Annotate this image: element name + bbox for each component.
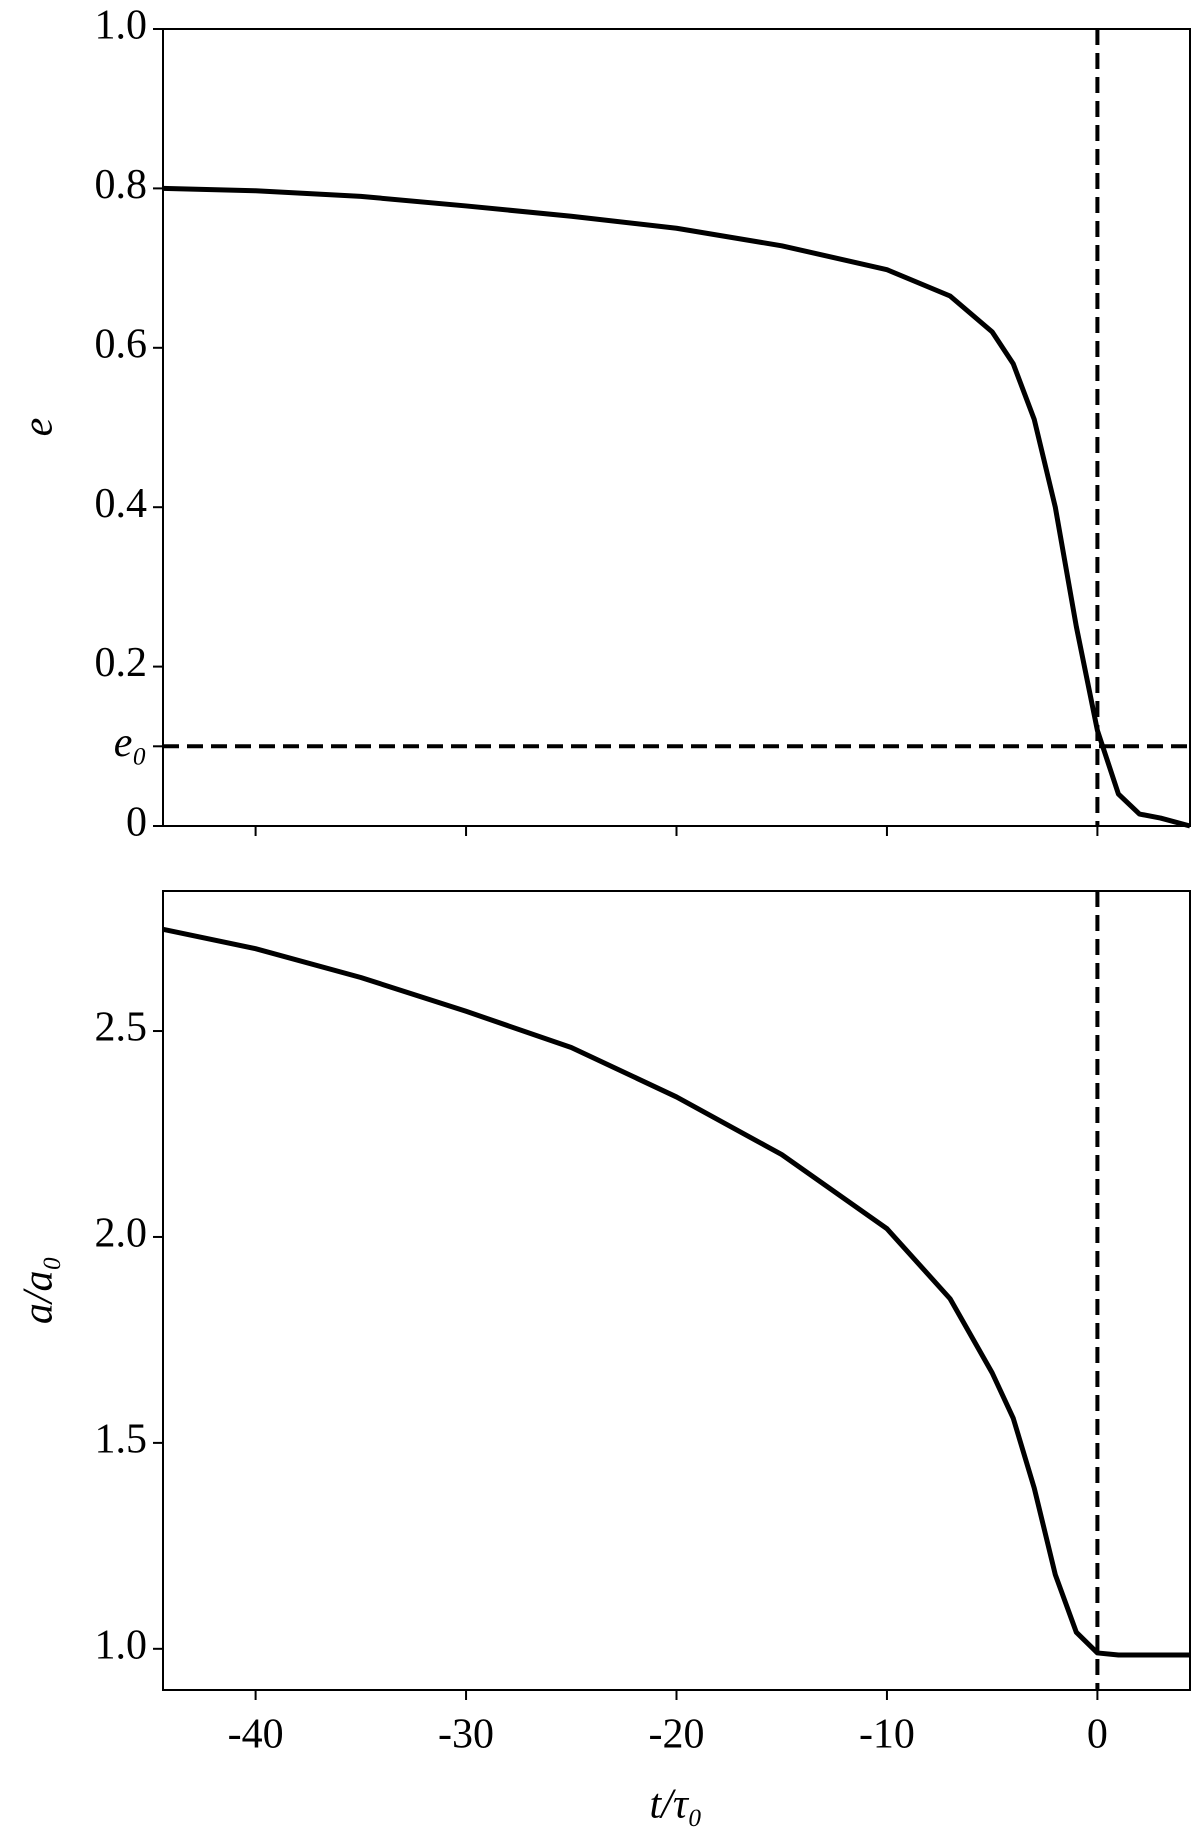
y-tick-label: 1.0 bbox=[95, 3, 148, 49]
y-tick-label: 1.5 bbox=[95, 1417, 148, 1463]
y-tick-label: 0.8 bbox=[95, 162, 148, 208]
x-tick-label: -10 bbox=[859, 1712, 915, 1758]
x-tick-label: -30 bbox=[438, 1712, 494, 1758]
x-tick-label: -40 bbox=[228, 1712, 284, 1758]
y-tick-label: 2.5 bbox=[95, 1005, 148, 1051]
y-tick-label: 0 bbox=[126, 800, 147, 846]
y-axis-label: e bbox=[16, 418, 62, 437]
x-axis-label: t/τ₀ bbox=[650, 1782, 703, 1828]
y-tick-label: 2.0 bbox=[95, 1211, 148, 1257]
plot-frame bbox=[162, 890, 1191, 1691]
y-tick-label: 0.2 bbox=[95, 640, 148, 686]
x-tick-label: 0 bbox=[1087, 1712, 1108, 1758]
y-tick-label: 0.4 bbox=[95, 481, 148, 527]
y-tick-label: 0.6 bbox=[95, 321, 148, 367]
x-tick-label: -20 bbox=[649, 1712, 705, 1758]
data-line bbox=[162, 185, 1191, 829]
data-line bbox=[162, 926, 1190, 1658]
plot-frame bbox=[162, 28, 1191, 827]
y-axis-label: a/a₀ bbox=[16, 1256, 62, 1324]
y-tick-label: e₀ bbox=[114, 720, 147, 766]
y-tick-label: 1.0 bbox=[95, 1622, 148, 1668]
